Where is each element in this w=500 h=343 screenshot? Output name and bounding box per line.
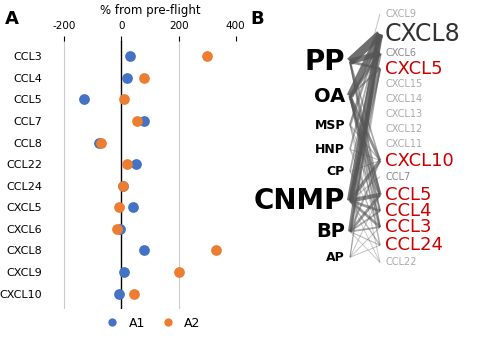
Point xyxy=(212,248,220,253)
Text: CCL22: CCL22 xyxy=(385,257,416,268)
Point xyxy=(133,118,141,124)
Text: CXCL14: CXCL14 xyxy=(385,94,422,104)
Point xyxy=(140,248,148,253)
Point xyxy=(114,204,122,210)
Text: OA: OA xyxy=(314,86,345,106)
Point xyxy=(130,291,138,296)
Point xyxy=(94,140,102,145)
Text: CXCL6: CXCL6 xyxy=(385,48,416,58)
Point xyxy=(174,269,182,275)
Text: CXCL8: CXCL8 xyxy=(385,22,461,46)
Point xyxy=(203,54,211,59)
Point xyxy=(123,162,131,167)
Point xyxy=(123,75,131,81)
Text: CCL4: CCL4 xyxy=(385,202,432,220)
Text: CXCL12: CXCL12 xyxy=(385,124,422,134)
Point xyxy=(120,97,128,102)
Point xyxy=(114,291,122,296)
Text: CXCL13: CXCL13 xyxy=(385,109,422,119)
Point xyxy=(129,204,137,210)
Text: CCL3: CCL3 xyxy=(385,218,432,236)
Text: AP: AP xyxy=(326,251,345,264)
Point xyxy=(80,97,88,102)
Text: CXCL15: CXCL15 xyxy=(385,79,422,89)
Text: CP: CP xyxy=(327,165,345,178)
Point xyxy=(113,226,121,232)
Point xyxy=(116,226,124,232)
Point xyxy=(140,75,148,81)
Text: CXCL11: CXCL11 xyxy=(385,139,422,149)
Text: CCL7: CCL7 xyxy=(385,172,410,182)
Point xyxy=(119,183,127,188)
Text: CXCL10: CXCL10 xyxy=(385,152,454,169)
Text: CXCL5: CXCL5 xyxy=(385,60,442,78)
Text: A: A xyxy=(5,10,19,28)
Text: CXCL9: CXCL9 xyxy=(385,9,416,19)
Text: CCL24: CCL24 xyxy=(385,236,443,254)
Text: PP: PP xyxy=(304,48,345,76)
Text: BP: BP xyxy=(316,222,345,241)
Point xyxy=(120,269,128,275)
Point xyxy=(132,162,140,167)
Point xyxy=(140,118,148,124)
Point xyxy=(98,140,106,145)
Text: CNMP: CNMP xyxy=(254,187,345,215)
Legend: A1, A2: A1, A2 xyxy=(95,311,205,334)
Text: CCL5: CCL5 xyxy=(385,186,432,204)
X-axis label: % from pre-flight: % from pre-flight xyxy=(100,4,200,17)
Point xyxy=(126,54,134,59)
Point xyxy=(119,183,127,188)
Text: HNP: HNP xyxy=(315,143,345,156)
Text: MSP: MSP xyxy=(314,119,345,132)
Text: B: B xyxy=(250,10,264,28)
